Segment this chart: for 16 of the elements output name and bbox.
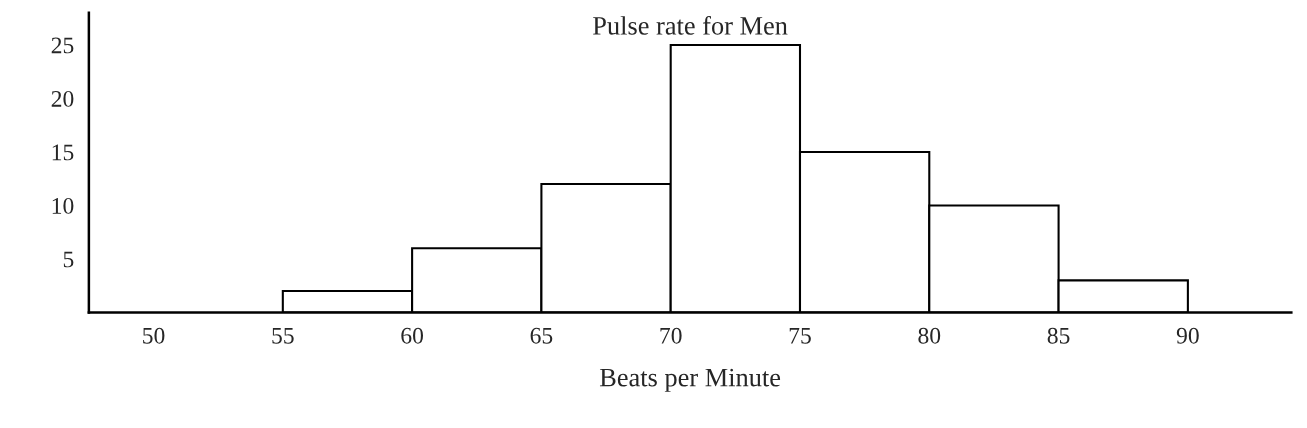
x-tick-label: 75 — [789, 327, 811, 344]
y-tick-label: 10 — [52, 197, 74, 214]
x-tick-label: 50 — [143, 327, 165, 344]
x-tick-label: 60 — [401, 327, 424, 344]
x-tick-label: 85 — [1047, 327, 1070, 344]
y-tick-label: 20 — [51, 90, 74, 107]
x-tick-label: 65 — [530, 327, 553, 344]
x-tick-label: 70 — [660, 327, 682, 344]
x-tick-label: 55 — [272, 327, 294, 344]
chart-title: Pulse rate for Men — [593, 15, 788, 35]
y-tick-label: 25 — [51, 37, 74, 54]
y-tick-label: 5 — [63, 251, 74, 268]
x-tick-label: 90 — [1176, 327, 1199, 344]
x-axis-title: Beats per Minute — [599, 368, 781, 392]
y-tick-label: 15 — [52, 144, 74, 161]
x-tick-label: 80 — [918, 327, 941, 344]
